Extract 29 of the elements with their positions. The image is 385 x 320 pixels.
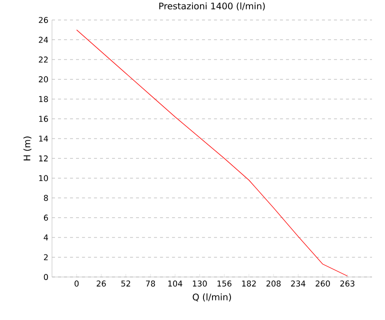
x-tick-label: 156 (218, 280, 232, 287)
x-tick-label: 234 (291, 280, 306, 287)
y-tick-label: 26 (38, 16, 48, 24)
y-tick-label: 20 (38, 76, 48, 82)
x-tick-label: 0 (74, 280, 79, 287)
y-tick-label: 10 (39, 175, 48, 182)
x-tick-label: 263 (340, 280, 354, 287)
y-tick-label: 18 (39, 96, 48, 102)
y-tick-label: 2 (44, 254, 48, 260)
y-axis-title: H (m) (23, 136, 32, 160)
y-tick-label: 12 (39, 155, 48, 162)
x-tick-label: 104 (168, 280, 182, 287)
y-tick-label: 14 (39, 136, 48, 142)
x-axis-title: Q (l/min) (192, 293, 231, 302)
y-tick-label: 0 (44, 274, 48, 280)
y-tick-label: 4 (44, 234, 48, 240)
y-tick-label: 8 (44, 194, 48, 201)
x-tick-label: 78 (146, 280, 156, 287)
y-tick-label: 16 (39, 116, 48, 122)
x-tick-label: 26 (96, 280, 106, 287)
y-tick-label: 24 (38, 36, 48, 43)
x-tick-label: 130 (192, 280, 207, 287)
y-tick-label: 22 (38, 56, 48, 62)
x-tick-label: 52 (121, 280, 130, 287)
chart-title: Prestazioni 1400 (l/min) (159, 2, 265, 10)
y-tick-label: 6 (44, 214, 48, 221)
x-tick-label: 182 (242, 280, 256, 287)
x-tick-label: 208 (266, 280, 281, 287)
x-tick-label: 260 (316, 280, 330, 287)
